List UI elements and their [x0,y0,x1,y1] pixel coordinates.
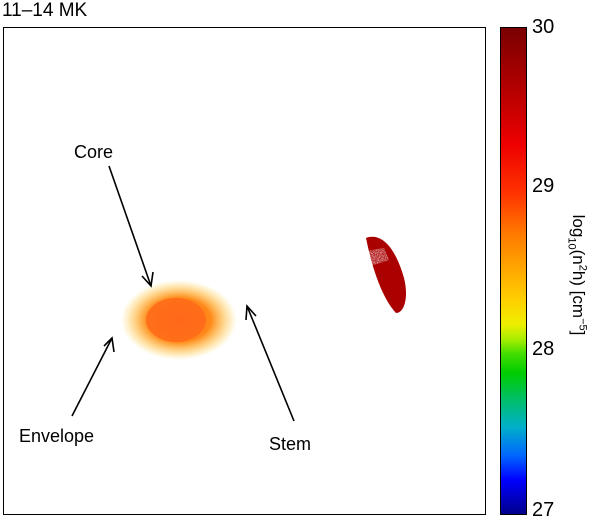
emission-map: Core Envelope Stem [3,27,486,515]
figure-title: 11–14 MK [2,0,88,21]
solar-limb [334,88,485,498]
core-label: Core [74,142,113,162]
colorbar-label-end: ] [568,330,588,336]
upper-void [245,207,293,239]
colorbar-label-sup2: −5 [576,318,589,331]
colorbar-label-mid: (n [568,249,588,265]
colorbar-tick-27: 27 [532,499,555,521]
fan-region [284,123,459,473]
colorbar-tick-30: 30 [532,16,555,38]
colorbar [500,27,527,515]
colorbar-tick-29: 29 [532,175,555,197]
core-inner [146,298,206,342]
colorbar-label-after: h) [cm [568,270,588,319]
stem-label: Stem [269,434,311,454]
colorbar-tick-28: 28 [532,338,555,360]
colorbar-label: log10(n2h) [cm−5] [565,215,588,336]
envelope-label: Envelope [19,426,94,446]
colorbar-label-sub: 10 [565,237,578,250]
emission-map-svg: Core Envelope Stem [19,30,485,514]
annotation-arrows [71,165,295,422]
colorbar-label-prefix: log [568,214,588,238]
